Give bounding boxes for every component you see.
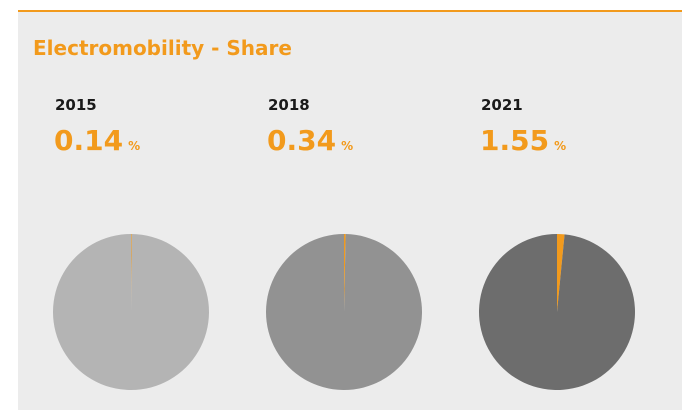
share-unit: %	[128, 139, 140, 153]
title: Electromobility - Share	[33, 36, 292, 60]
share-unit: %	[341, 139, 353, 153]
year-label: 2015	[55, 96, 97, 114]
share-value: 0.34	[267, 124, 336, 157]
pie-slice	[344, 234, 346, 312]
pie-slice	[266, 234, 423, 390]
pie-slice	[131, 234, 132, 312]
share-label: 1.55%	[480, 124, 566, 157]
pie-slice	[52, 234, 209, 390]
year-label: 2018	[268, 96, 310, 114]
share-label: 0.14%	[54, 124, 140, 157]
pie-slice	[479, 234, 636, 390]
pie-slice	[557, 234, 565, 312]
share-unit: %	[554, 139, 566, 153]
share-value: 0.14	[54, 124, 123, 157]
share-value: 1.55	[480, 124, 549, 157]
year-label: 2021	[481, 96, 523, 114]
share-label: 0.34%	[267, 124, 353, 157]
